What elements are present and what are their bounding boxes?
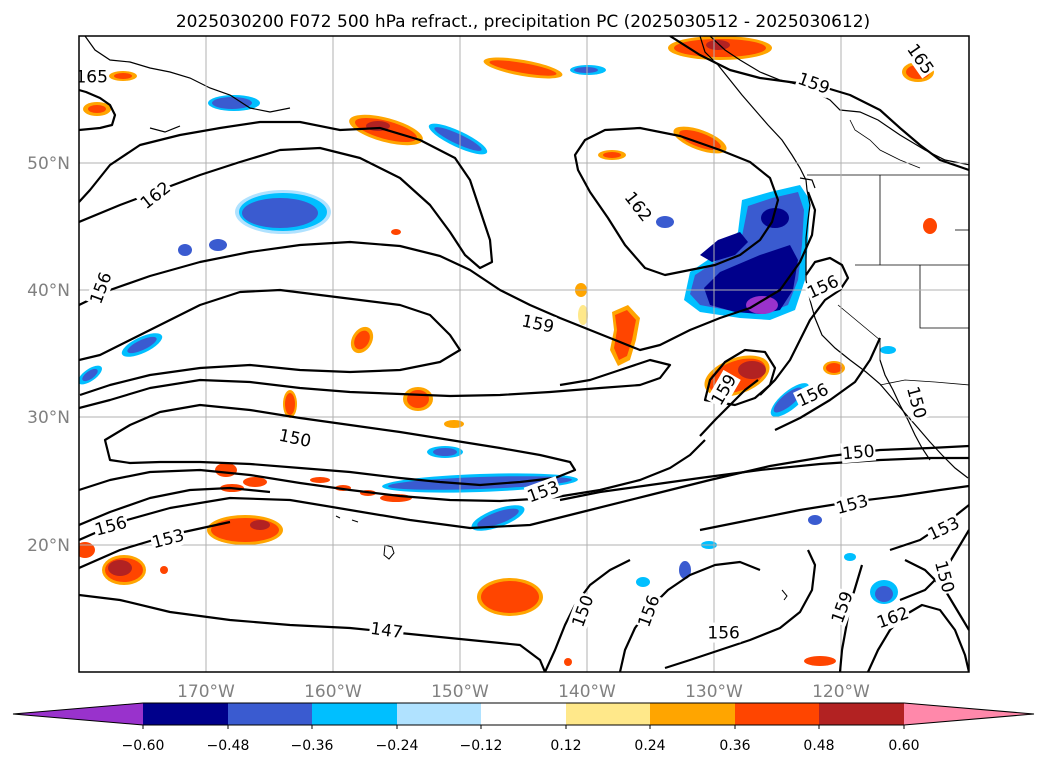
colorbar-fills <box>13 703 1034 725</box>
contour-label-halo <box>902 383 931 422</box>
contour-147 <box>79 593 547 672</box>
contour-label-halo <box>368 617 405 643</box>
contour-label-halo <box>91 511 130 540</box>
lon-label-170w: 170°W <box>177 682 235 702</box>
precip-negative-west-coast <box>684 185 896 417</box>
lat-label-20n: 20°N <box>27 536 70 556</box>
map-background <box>79 36 969 672</box>
latitude-labels: 50°N 40°N 30°N 20°N <box>27 154 70 556</box>
colorbar-tick-label: −0.24 <box>376 738 419 754</box>
precip-negative-north-pacific <box>79 65 674 385</box>
lon-label-150w: 150°W <box>431 682 489 702</box>
contour-label-halo <box>840 440 877 464</box>
contour-label-halo <box>276 424 314 452</box>
contour-153-band <box>79 520 231 570</box>
contour-label-halo <box>902 39 939 79</box>
contour-label-halo <box>79 66 109 87</box>
colorbar-tick-label: 0.60 <box>888 738 919 754</box>
contour-159-main <box>79 191 817 352</box>
colorbar-tick-label: 0.12 <box>550 738 581 754</box>
contour-159-blob <box>703 348 777 407</box>
precip-negative-subtropics <box>382 446 898 604</box>
colorbar-segment <box>481 703 566 725</box>
contour-159-north <box>669 36 969 172</box>
contour-label-halo <box>826 587 858 627</box>
contour-156-coast <box>759 256 850 396</box>
contour-label-halo <box>523 476 563 507</box>
colorbar-segment <box>566 703 650 725</box>
colorbar-segment <box>819 703 904 725</box>
colorbar-tick-label: 0.36 <box>719 738 750 754</box>
contour-156-ring <box>664 549 817 670</box>
lat-label-30n: 30°N <box>27 408 70 428</box>
contour-153-upper <box>79 358 672 410</box>
contour-label-halo <box>792 378 833 411</box>
chart-title: 2025030200 F072 500 hPa refract., precip… <box>176 12 870 32</box>
colorbar-tick-label: −0.36 <box>291 738 334 754</box>
contour-label-halo <box>930 557 959 596</box>
lat-label-50n: 50°N <box>27 154 70 174</box>
lon-label-140w: 140°W <box>558 682 616 702</box>
islands <box>335 515 788 601</box>
contour-label-halo <box>633 591 664 631</box>
lon-label-130w: 130°W <box>685 682 743 702</box>
colorbar-segment <box>312 703 397 725</box>
contour-156-west <box>79 288 462 397</box>
colorbar-outline <box>12 702 1035 726</box>
colorbar-segment <box>735 703 819 725</box>
map-border <box>78 35 970 673</box>
colorbar-segment <box>228 703 312 725</box>
contour-156-bottom <box>618 560 761 672</box>
contour-165 <box>79 88 117 132</box>
lat-label-40n: 40°N <box>27 281 70 301</box>
contour-label-halo <box>803 270 843 303</box>
contour-label-halo <box>706 369 741 410</box>
contour-162-west <box>79 120 494 270</box>
contour-156-south <box>774 337 882 431</box>
contour-label-halo <box>519 310 557 337</box>
contour-150-inner <box>103 403 577 487</box>
contour-label-halo <box>620 186 657 227</box>
contour-156-lower <box>79 486 271 527</box>
contour-label-halo <box>706 622 741 643</box>
colorbar-ticks: −0.60 −0.48 −0.36 −0.24 −0.12 0.12 0.24 0.36 0.4… <box>122 725 920 754</box>
contour-150-southeast <box>559 456 969 502</box>
colorbar: −0.60 −0.48 −0.36 −0.24 −0.12 0.12 0.24 0.36 0.4… <box>12 702 1035 754</box>
colorbar-segment <box>143 703 228 725</box>
colorbar-tick-label: −0.48 <box>207 738 250 754</box>
contour-162-east <box>573 126 780 277</box>
lon-label-160w: 160°W <box>304 682 362 702</box>
colorbar-tick-label: −0.60 <box>122 738 165 754</box>
refractivity-contours <box>79 36 969 672</box>
contour-label-halo <box>567 591 598 631</box>
contour-label: 156 <box>707 624 739 644</box>
colorbar-tick-label: −0.12 <box>460 738 503 754</box>
colorbar-tick-label: 0.48 <box>803 738 834 754</box>
colorbar-tick-label: 0.24 <box>634 738 665 754</box>
contour-label-halo <box>794 67 834 99</box>
contour-153-mid <box>79 439 706 503</box>
contour-label: 165 <box>75 68 107 88</box>
contour-label: 147 <box>369 619 404 643</box>
colorbar-segment <box>397 703 481 725</box>
colorbar-extend-max <box>904 703 1034 725</box>
contour-162-bottom <box>866 603 969 672</box>
contour-label-halo <box>873 602 913 633</box>
contour-label-halo <box>833 490 872 519</box>
contour-label: 150 <box>841 442 875 465</box>
colorbar-segment <box>650 703 735 725</box>
contour-label-halo <box>148 524 188 553</box>
lon-label-120w: 120°W <box>812 682 870 702</box>
political-borders <box>807 119 969 386</box>
longitude-labels: 170°W 160°W 150°W 140°W 130°W 120°W <box>177 682 870 702</box>
contour-label-halo <box>923 512 964 545</box>
contour-label-halo <box>135 176 175 214</box>
contour-label-halo <box>85 268 116 308</box>
colorbar-extend-min <box>13 703 143 725</box>
